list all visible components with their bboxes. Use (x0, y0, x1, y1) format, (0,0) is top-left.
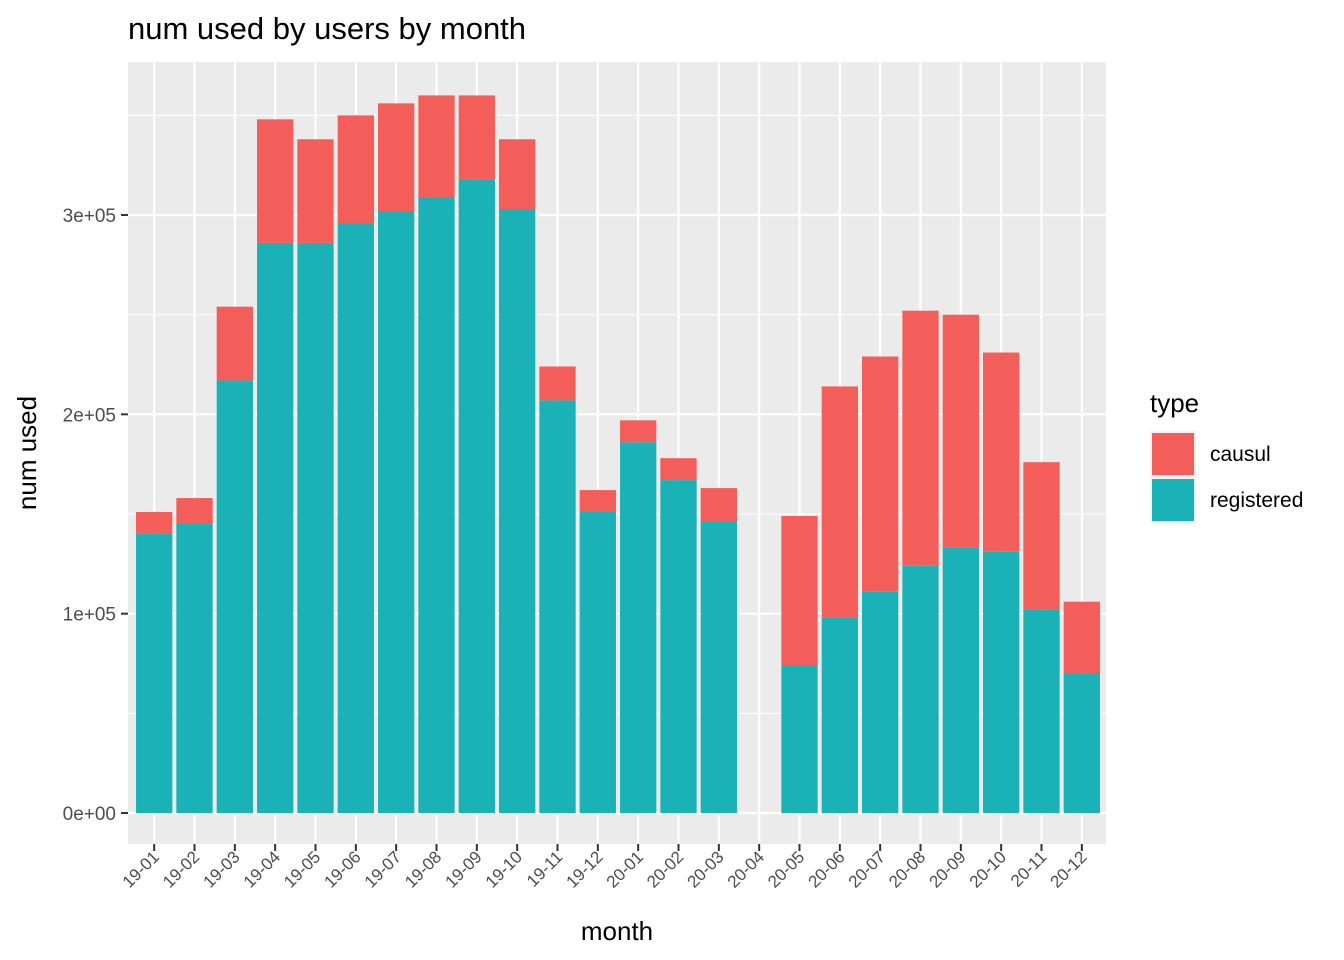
x-tick-label: 20-01 (603, 847, 647, 891)
x-tick-label: 19-10 (482, 847, 526, 891)
bar-causul-19-06 (337, 115, 374, 223)
x-tick-label: 19-11 (523, 847, 566, 890)
legend-label-causul: causul (1210, 443, 1271, 466)
y-tick-label: 0e+00 (63, 804, 116, 825)
chart-title: num used by users by month (128, 11, 526, 46)
x-tick-label: 20-04 (724, 847, 768, 891)
bar-registered-19-07 (378, 211, 415, 814)
y-axis-title: num used (12, 396, 42, 510)
bar-registered-20-10 (983, 551, 1020, 813)
bar-causul-19-10 (499, 139, 536, 210)
bar-causul-20-02 (660, 458, 697, 481)
x-tick-label: 20-09 (925, 847, 969, 891)
bar-causul-20-05 (781, 515, 818, 666)
x-tick-label: 19-02 (159, 847, 203, 891)
bar-causul-20-11 (1023, 462, 1060, 610)
bar-causul-19-08 (418, 95, 455, 198)
bar-causul-20-08 (902, 310, 939, 566)
x-axis: 19-0119-0219-0319-0419-0519-0619-0719-08… (119, 844, 1091, 892)
legend-key-causul (1152, 433, 1194, 475)
bar-causul-19-09 (458, 95, 495, 180)
bar-registered-20-12 (1063, 673, 1100, 813)
bar-registered-19-02 (176, 523, 213, 813)
bar-registered-19-09 (458, 179, 495, 813)
bar-registered-19-05 (297, 242, 334, 813)
bar-causul-20-01 (620, 420, 657, 443)
bar-causul-20-12 (1063, 601, 1100, 674)
bar-registered-20-03 (700, 521, 737, 813)
x-tick-label: 19-01 (119, 847, 163, 891)
bar-registered-19-08 (418, 197, 455, 813)
bar-registered-19-06 (337, 222, 374, 813)
x-tick-label: 19-12 (562, 847, 606, 891)
bar-registered-20-11 (1023, 609, 1060, 813)
bar-causul-19-01 (136, 512, 173, 534)
bar-registered-20-02 (660, 480, 697, 813)
bar-registered-20-08 (902, 565, 939, 813)
x-tick-label: 20-12 (1046, 847, 1090, 891)
x-tick-label: 19-09 (441, 847, 485, 891)
bar-causul-20-10 (983, 352, 1020, 552)
legend-title: type (1150, 388, 1199, 418)
bar-causul-20-09 (942, 314, 979, 548)
y-axis: 0e+00 1e+05 2e+05 3e+05 (63, 206, 128, 825)
x-tick-label: 20-07 (845, 847, 889, 891)
x-tick-label: 20-08 (885, 847, 929, 891)
x-tick-label: 19-08 (401, 847, 445, 891)
bar-registered-20-06 (821, 617, 858, 813)
legend-label-registered: registered (1210, 489, 1303, 512)
bar-registered-19-04 (257, 242, 294, 813)
x-tick-label: 19-06 (320, 847, 364, 891)
bar-registered-19-12 (579, 512, 616, 813)
x-tick-label: 20-11 (1007, 847, 1050, 890)
bar-causul-19-04 (257, 119, 294, 243)
x-tick-label: 20-02 (643, 847, 687, 891)
x-tick-label: 20-05 (764, 847, 808, 891)
x-tick-label: 19-07 (361, 847, 405, 891)
bar-causul-20-06 (821, 386, 858, 618)
x-tick-label: 19-04 (240, 847, 284, 891)
x-tick-label: 19-05 (280, 847, 324, 891)
bar-registered-20-09 (942, 547, 979, 813)
bar-causul-20-07 (862, 356, 899, 592)
bar-registered-19-01 (136, 533, 173, 813)
bar-causul-19-11 (539, 366, 576, 401)
bar-causul-19-03 (216, 306, 253, 381)
bar-causul-20-03 (700, 488, 737, 522)
x-tick-label: 20-10 (966, 847, 1010, 891)
x-tick-label: 19-03 (199, 847, 243, 891)
bar-registered-20-05 (781, 665, 818, 813)
y-tick-label: 1e+05 (63, 605, 116, 626)
legend-key-registered (1152, 479, 1194, 521)
bar-registered-19-11 (539, 400, 576, 813)
bar-causul-19-07 (378, 103, 415, 212)
y-tick-label: 3e+05 (63, 206, 116, 227)
bar-registered-20-01 (620, 442, 657, 813)
bar-causul-19-05 (297, 139, 334, 243)
bar-registered-20-07 (862, 591, 899, 813)
bar-registered-19-03 (216, 380, 253, 813)
bars (136, 95, 1100, 814)
x-tick-label: 20-03 (683, 847, 727, 891)
legend: type causul registered (1150, 388, 1303, 523)
bar-causul-19-02 (176, 498, 213, 524)
x-tick-label: 20-06 (804, 847, 848, 891)
x-axis-title: month (581, 916, 653, 946)
bar-registered-19-10 (499, 209, 536, 813)
y-tick-label: 2e+05 (63, 405, 116, 426)
bar-causul-19-12 (579, 490, 616, 513)
